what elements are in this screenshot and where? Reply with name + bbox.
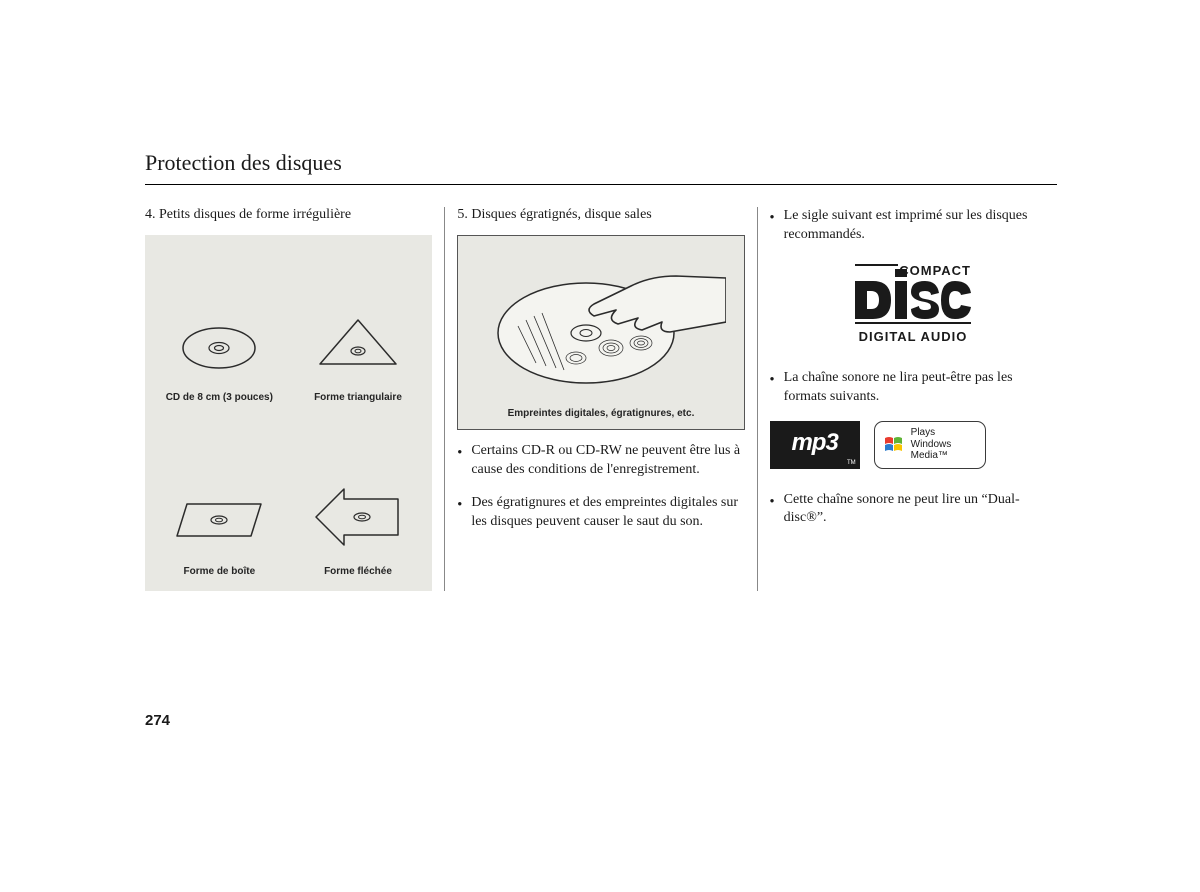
box-shape-icon [169, 488, 269, 548]
wm-text: Plays Windows Media™ [911, 427, 952, 462]
compact-disc-logo-icon: COMPACT DIGITAL AUDIO [833, 259, 993, 351]
col3-bullets-1: Le sigle suivant est imprimé sur les dis… [770, 207, 1057, 245]
wm-line1: Plays [911, 427, 952, 439]
windows-media-logo: Plays Windows Media™ [874, 421, 986, 469]
shape-cd8cm: CD de 8 cm (3 pouces) [155, 253, 284, 403]
mp3-logo: mp3 TM [770, 421, 860, 469]
col3-bullet-3: Cette chaîne sonore ne peut lire un “Dua… [770, 491, 1057, 529]
irregular-shapes-figure: CD de 8 cm (3 pouces) Forme triangulaire [145, 235, 432, 591]
page-title: Protection des disques [145, 150, 1057, 185]
col2-bullets: Certains CD-R ou CD-RW ne peuvent être l… [457, 442, 744, 532]
windows-flag-icon [883, 434, 905, 456]
shapes-grid: CD de 8 cm (3 pouces) Forme triangulaire [155, 253, 422, 577]
col3-bullet-1: Le sigle suivant est imprimé sur les dis… [770, 207, 1057, 245]
scratched-caption: Empreintes digitales, égratignures, etc. [508, 408, 695, 419]
column-2: 5. Disques égratignés, disque sales [445, 207, 757, 591]
shape-triangle: Forme triangulaire [294, 253, 423, 403]
col2-heading: 5. Disques égratignés, disque sales [457, 207, 744, 223]
columns: 4. Petits disques de forme irrégulière C… [145, 207, 1057, 591]
arrow-shape-icon [310, 486, 406, 548]
svg-text:COMPACT: COMPACT [900, 263, 972, 278]
col2-bullet-1: Certains CD-R ou CD-RW ne peuvent être l… [457, 442, 744, 480]
label-box: Forme de boîte [183, 566, 255, 577]
col1-heading: 4. Petits disques de forme irrégulière [145, 207, 432, 223]
label-cd8cm: CD de 8 cm (3 pouces) [166, 392, 273, 403]
mp3-text: mp3 [791, 431, 837, 455]
col3-bullets-2: La chaîne sonore ne lira peut-être pas l… [770, 369, 1057, 407]
wm-line3: Media™ [911, 450, 952, 462]
triangle-shape-icon [314, 314, 402, 374]
wm-line2: Windows [911, 439, 952, 451]
mp3-tm: TM [847, 460, 856, 466]
scratched-disc-figure: Empreintes digitales, égratignures, etc. [457, 235, 744, 430]
column-3: Le sigle suivant est imprimé sur les dis… [758, 207, 1057, 591]
col3-bullet-2: La chaîne sonore ne lira peut-être pas l… [770, 369, 1057, 407]
svg-text:DIGITAL AUDIO: DIGITAL AUDIO [859, 329, 968, 344]
format-logos: mp3 TM Plays Windows Media™ [770, 421, 1057, 469]
hand-holding-disc-icon [476, 248, 726, 398]
cd-8cm-icon [179, 322, 259, 374]
column-1: 4. Petits disques de forme irrégulière C… [145, 207, 445, 591]
page-number: 274 [145, 712, 170, 729]
col3-bullets-3: Cette chaîne sonore ne peut lire un “Dua… [770, 491, 1057, 529]
manual-page: Protection des disques 4. Petits disques… [145, 150, 1057, 591]
col2-bullet-2: Des égratignures et des empreintes digit… [457, 494, 744, 532]
label-arrow: Forme fléchée [324, 566, 392, 577]
label-triangle: Forme triangulaire [314, 392, 402, 403]
shape-arrow: Forme fléchée [294, 427, 423, 577]
shape-box: Forme de boîte [155, 427, 284, 577]
